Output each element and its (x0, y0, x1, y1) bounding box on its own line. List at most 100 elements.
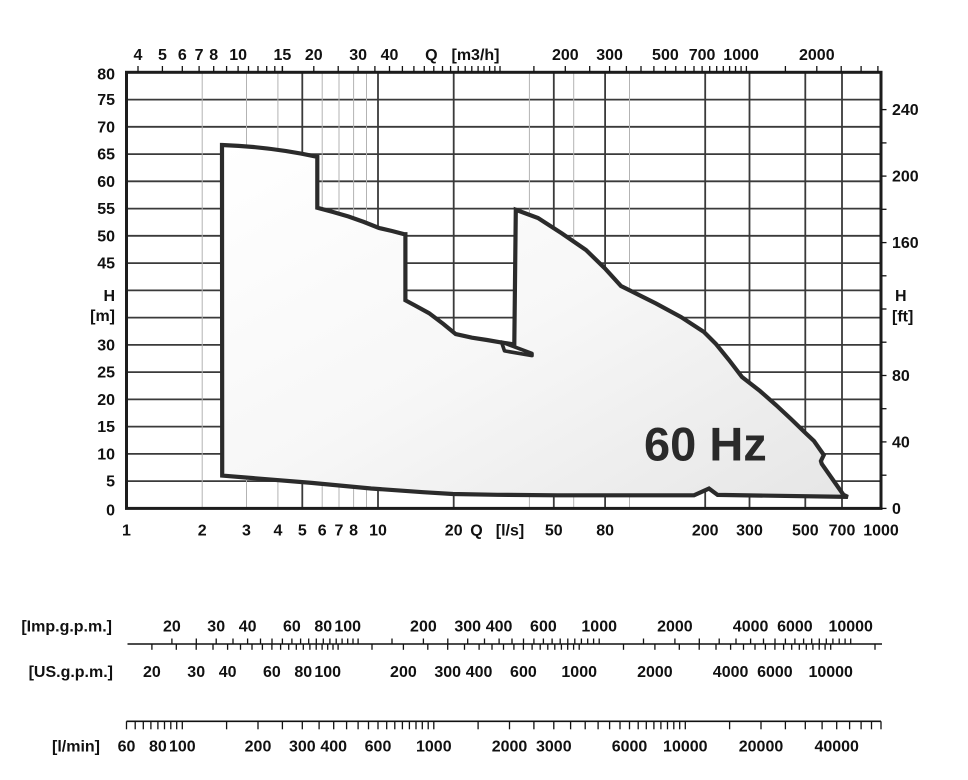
svg-text:60: 60 (118, 739, 136, 756)
svg-text:[m]: [m] (90, 308, 115, 325)
svg-text:H: H (103, 288, 115, 305)
svg-text:75: 75 (97, 92, 115, 109)
svg-text:25: 25 (97, 365, 115, 382)
svg-text:30: 30 (207, 619, 225, 636)
svg-text:1000: 1000 (863, 523, 899, 540)
svg-text:1000: 1000 (581, 619, 617, 636)
svg-text:100: 100 (334, 619, 361, 636)
svg-text:10000: 10000 (808, 664, 853, 681)
svg-text:1000: 1000 (561, 664, 597, 681)
svg-text:8: 8 (209, 47, 218, 64)
svg-text:0: 0 (106, 502, 115, 519)
svg-text:70: 70 (97, 119, 115, 136)
svg-text:65: 65 (97, 147, 115, 164)
svg-text:4000: 4000 (733, 619, 769, 636)
svg-text:50: 50 (545, 523, 563, 540)
svg-text:80: 80 (892, 368, 910, 385)
svg-text:200: 200 (390, 664, 417, 681)
svg-text:[US.g.p.m.]: [US.g.p.m.] (29, 664, 113, 681)
svg-text:160: 160 (892, 235, 919, 252)
svg-text:1000: 1000 (723, 47, 759, 64)
svg-text:1: 1 (122, 523, 131, 540)
svg-text:100: 100 (314, 664, 341, 681)
svg-text:200: 200 (692, 523, 719, 540)
svg-text:10: 10 (369, 523, 387, 540)
svg-text:500: 500 (652, 47, 679, 64)
svg-text:100: 100 (169, 739, 196, 756)
svg-text:[m3/h]: [m3/h] (452, 47, 500, 64)
svg-text:[l/min]: [l/min] (52, 739, 100, 756)
svg-text:45: 45 (97, 256, 115, 273)
svg-text:20: 20 (445, 523, 463, 540)
svg-text:3000: 3000 (536, 739, 572, 756)
svg-text:[Imp.g.p.m.]: [Imp.g.p.m.] (21, 619, 112, 636)
svg-text:2000: 2000 (657, 619, 693, 636)
svg-text:10000: 10000 (828, 619, 873, 636)
svg-text:40: 40 (892, 434, 910, 451)
svg-text:500: 500 (792, 523, 819, 540)
svg-text:400: 400 (486, 619, 513, 636)
svg-text:40: 40 (239, 619, 257, 636)
svg-text:240: 240 (892, 102, 919, 119)
svg-text:80: 80 (149, 739, 167, 756)
svg-text:3: 3 (242, 523, 251, 540)
svg-text:50: 50 (97, 228, 115, 245)
svg-text:7: 7 (195, 47, 204, 64)
svg-text:300: 300 (596, 47, 623, 64)
svg-text:5: 5 (298, 523, 307, 540)
svg-text:2: 2 (198, 523, 207, 540)
svg-text:10: 10 (97, 446, 115, 463)
svg-text:20: 20 (143, 664, 161, 681)
svg-text:40000: 40000 (814, 739, 859, 756)
svg-text:60: 60 (283, 619, 301, 636)
svg-text:0: 0 (892, 501, 901, 518)
svg-text:30: 30 (349, 47, 367, 64)
svg-text:6000: 6000 (612, 739, 648, 756)
svg-text:200: 200 (410, 619, 437, 636)
svg-text:400: 400 (466, 664, 493, 681)
svg-text:600: 600 (530, 619, 557, 636)
svg-text:30: 30 (97, 337, 115, 354)
svg-text:300: 300 (434, 664, 461, 681)
svg-text:20: 20 (305, 47, 323, 64)
svg-text:5: 5 (158, 47, 167, 64)
svg-text:300: 300 (454, 619, 481, 636)
svg-text:40: 40 (219, 664, 237, 681)
svg-text:200: 200 (245, 739, 272, 756)
svg-text:2000: 2000 (637, 664, 673, 681)
svg-text:700: 700 (829, 523, 856, 540)
svg-text:60: 60 (263, 664, 281, 681)
svg-text:8: 8 (349, 523, 358, 540)
svg-text:[ft]: [ft] (892, 308, 913, 325)
svg-text:10: 10 (229, 47, 247, 64)
svg-text:20: 20 (97, 392, 115, 409)
svg-text:60 Hz: 60 Hz (644, 418, 767, 471)
svg-text:20: 20 (163, 619, 181, 636)
svg-text:5: 5 (106, 474, 115, 491)
svg-text:4: 4 (273, 523, 282, 540)
svg-text:400: 400 (320, 739, 347, 756)
svg-text:80: 80 (294, 664, 312, 681)
svg-text:Q: Q (470, 523, 482, 540)
svg-text:200: 200 (892, 169, 919, 186)
svg-text:Q: Q (425, 47, 437, 64)
svg-text:80: 80 (314, 619, 332, 636)
svg-text:600: 600 (510, 664, 537, 681)
svg-text:80: 80 (97, 66, 115, 83)
svg-text:20000: 20000 (739, 739, 784, 756)
svg-text:[l/s]: [l/s] (496, 523, 524, 540)
svg-text:700: 700 (689, 47, 716, 64)
svg-text:300: 300 (289, 739, 316, 756)
svg-text:4000: 4000 (713, 664, 749, 681)
svg-text:30: 30 (187, 664, 205, 681)
svg-text:H: H (895, 288, 907, 305)
svg-text:2000: 2000 (799, 47, 835, 64)
svg-text:55: 55 (97, 201, 115, 218)
svg-text:6: 6 (318, 523, 327, 540)
svg-text:6: 6 (178, 47, 187, 64)
svg-text:40: 40 (381, 47, 399, 64)
svg-text:600: 600 (365, 739, 392, 756)
svg-text:15: 15 (97, 419, 115, 436)
svg-text:300: 300 (736, 523, 763, 540)
svg-text:10000: 10000 (663, 739, 708, 756)
